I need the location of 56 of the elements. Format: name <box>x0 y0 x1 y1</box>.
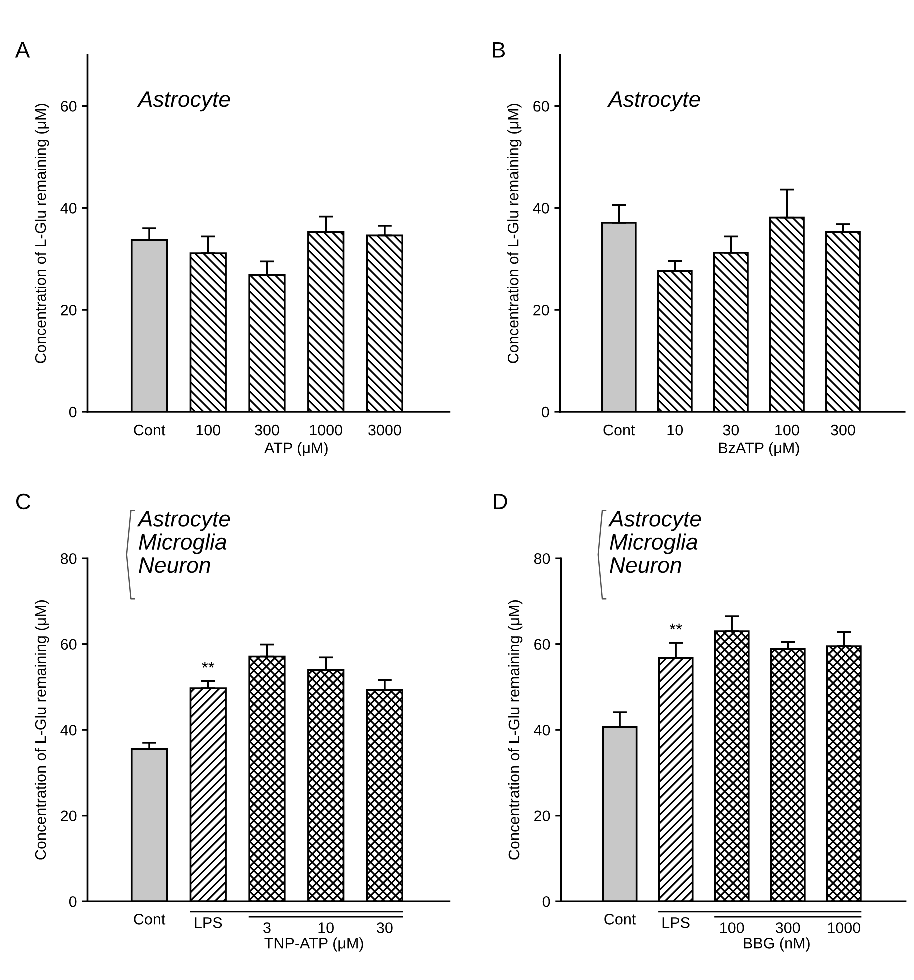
y-tick-label: 0 <box>542 896 550 908</box>
y-axis-title: Concentration of L-Glu remaining (μM) <box>508 104 522 364</box>
x-tick-label: 300 <box>255 424 280 436</box>
x-tick-label: Cont <box>134 914 166 925</box>
y-tick-label: 40 <box>60 203 77 214</box>
x-tick-label: 100 <box>720 922 744 934</box>
x-tick-label: Cont <box>134 424 166 436</box>
y-tick-label: 20 <box>534 304 550 316</box>
x-tick-label: Cont <box>604 424 636 436</box>
x-axis-title: TNP-ATP (μM) <box>264 938 364 952</box>
y-tick-label: 40 <box>534 724 550 736</box>
x-tick-label: 100 <box>196 424 221 436</box>
annotation: Astrocyte Microglia Neuron <box>137 511 230 574</box>
y-tick-label: 20 <box>61 810 77 822</box>
x-tick-label: 300 <box>831 424 856 436</box>
x-tick-label: 1000 <box>310 424 342 436</box>
x-tick-label: 3000 <box>368 424 402 436</box>
chart-title: B <box>493 42 506 58</box>
x-tick-label: 10 <box>318 922 334 934</box>
y-tick-label: 0 <box>542 406 550 418</box>
y-axis-title: Concentration of L-Glu remaining (μM) <box>508 600 523 860</box>
y-tick-label: 60 <box>534 639 550 650</box>
y-tick-label: 0 <box>69 896 77 908</box>
y-tick-label: 40 <box>60 724 77 736</box>
chart-title: D <box>494 494 508 510</box>
annotation: ** <box>670 624 682 630</box>
x-tick-label: 30 <box>377 922 393 934</box>
y-tick-label: 60 <box>61 101 77 112</box>
x-tick-label: LPS <box>195 917 222 928</box>
x-tick-label: Cont <box>604 914 636 925</box>
x-tick-label: 100 <box>776 424 800 436</box>
x-tick-label: 3 <box>264 922 271 934</box>
y-tick-label: 20 <box>534 810 550 822</box>
y-axis-title: Concentration of L-Glu remaining (μM) <box>34 104 50 364</box>
y-tick-label: 40 <box>533 203 550 214</box>
y-axis-title: Concentration of L-Glu remaining (μM) <box>34 600 50 860</box>
annotation: Astrocyte <box>607 92 700 112</box>
y-tick-label: 60 <box>534 101 550 112</box>
annotation: Astrocyte <box>137 92 230 112</box>
x-axis-title: BBG (nM) <box>744 938 810 952</box>
y-tick-label: 60 <box>61 639 77 650</box>
x-axis-title: ATP (μM) <box>264 442 328 457</box>
y-tick-label: 0 <box>69 406 77 418</box>
annotation: ** <box>202 662 215 668</box>
y-tick-label: 20 <box>61 304 77 316</box>
x-tick-label: 10 <box>668 424 684 436</box>
y-tick-label: 80 <box>61 553 77 564</box>
y-tick-label: 80 <box>534 553 550 564</box>
chart-title: C <box>16 494 31 510</box>
x-axis-title: BzATP (μM) <box>719 442 800 457</box>
x-tick-label: 300 <box>776 922 800 934</box>
annotation: Astrocyte Microglia Neuron <box>608 511 702 574</box>
x-tick-label: 1000 <box>828 922 861 934</box>
chart-title: A <box>15 42 30 58</box>
x-tick-label: LPS <box>662 917 690 928</box>
x-tick-label: 30 <box>723 424 740 436</box>
